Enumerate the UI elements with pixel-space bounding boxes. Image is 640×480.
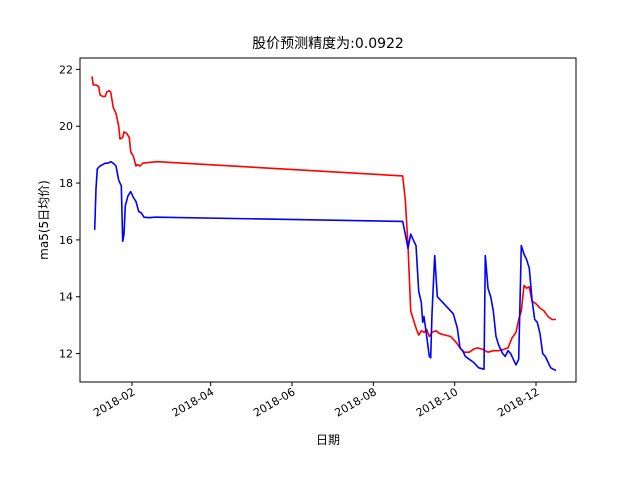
y-tick-label: 16 — [59, 234, 73, 247]
y-tick-label: 18 — [59, 177, 73, 190]
series-line-1 — [93, 160, 557, 372]
chart-title: 股价预测精度为:0.0922 — [252, 36, 404, 52]
y-tick-label: 12 — [59, 348, 73, 361]
plot-frame — [79, 57, 577, 383]
x-axis-label: 日期 — [316, 433, 340, 447]
y-tick-label: 22 — [59, 63, 73, 76]
y-tick-label: 20 — [59, 120, 73, 133]
y-axis: 12 14 16 18 20 22 — [59, 63, 80, 361]
y-axis-label: ma5(5日均价) — [37, 180, 51, 260]
series-line-0 — [91, 76, 556, 354]
y-tick-label: 14 — [59, 291, 73, 304]
series-layer — [91, 76, 557, 372]
